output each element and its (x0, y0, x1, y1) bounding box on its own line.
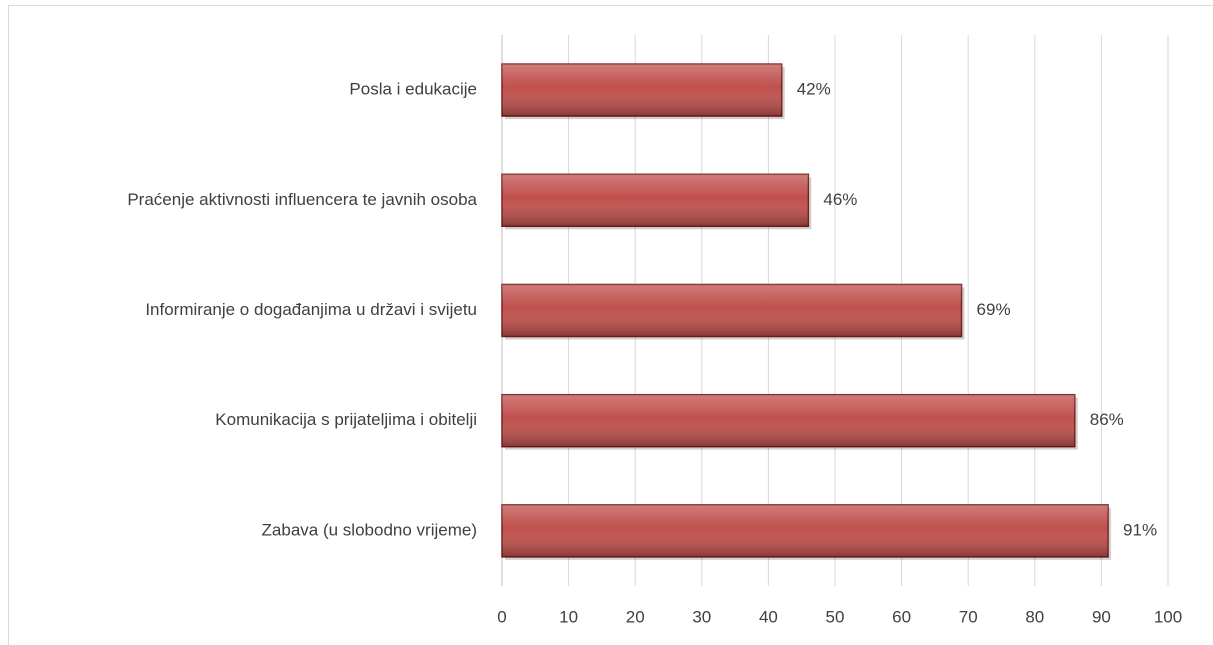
x-tick-label: 10 (559, 607, 578, 626)
bar-shade (502, 174, 809, 227)
chart-border (8, 5, 1213, 645)
y-tick-label: Komunikacija s prijateljima i obitelji (215, 410, 477, 429)
x-tick-label: 100 (1154, 607, 1182, 626)
x-tick-label: 90 (1092, 607, 1111, 626)
x-tick-label: 50 (826, 607, 845, 626)
bar-shade (502, 504, 1109, 557)
x-tick-label: 20 (626, 607, 645, 626)
x-tick-label: 80 (1025, 607, 1044, 626)
x-tick-label: 70 (959, 607, 978, 626)
bar-shade (502, 394, 1075, 447)
x-tick-label: 60 (892, 607, 911, 626)
value-label: 91% (1123, 520, 1157, 539)
y-tick-label: Posla i edukacije (349, 80, 477, 99)
y-tick-label: Informiranje o događanjima u državi i sv… (145, 300, 477, 319)
x-tick-label: 30 (692, 607, 711, 626)
value-label: 46% (823, 190, 857, 209)
x-tick-label: 0 (497, 607, 506, 626)
bar-shade (502, 284, 962, 337)
y-tick-label: Praćenje aktivnosti influencera te javni… (127, 190, 477, 209)
x-tick-label: 40 (759, 607, 778, 626)
bar-shade (502, 64, 782, 117)
value-label: 42% (797, 80, 831, 99)
value-label: 69% (977, 300, 1011, 319)
value-label: 86% (1090, 410, 1124, 429)
y-tick-label: Zabava (u slobodno vrijeme) (262, 520, 477, 539)
